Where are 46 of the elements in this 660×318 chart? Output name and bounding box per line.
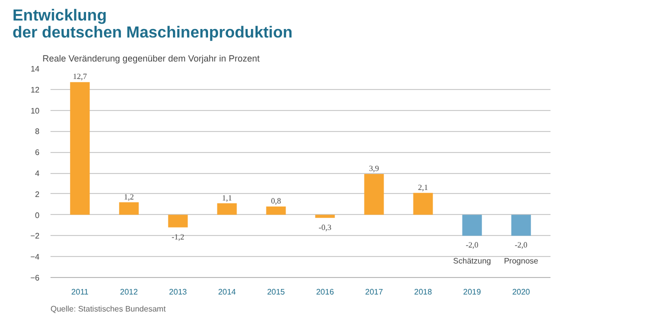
x-tick-label: 2011 [71, 288, 90, 296]
y-tick-label: 0 [35, 210, 40, 220]
data-label: -2,0 [514, 240, 528, 250]
bar [217, 203, 237, 215]
y-tick-label: 8 [35, 127, 40, 136]
x-tick-label: 2018 [414, 288, 432, 296]
chart-title: Entwicklung der deutschen Maschinenproduktion [12, 8, 293, 42]
y-tick-label: −6 [30, 274, 40, 282]
x-tick-label: 2017 [365, 288, 384, 296]
bar [70, 82, 90, 215]
bar [413, 192, 433, 215]
x-tick-label: 2019 [463, 288, 482, 296]
x-tick-label: 2012 [120, 288, 138, 296]
source-note: Quelle: Statistisches Bundesamt [50, 304, 166, 314]
x-tick-label: 2014 [218, 288, 236, 296]
bar [511, 214, 531, 236]
data-label: -2,0 [466, 240, 478, 250]
y-tick-label: 4 [35, 169, 40, 178]
annotation: Prognose [504, 256, 539, 266]
y-tick-label: −2 [30, 232, 40, 241]
bar [266, 206, 286, 215]
annotation: Schätzung [453, 256, 491, 266]
y-axis-title: Reale Veränderung gegenüber dem Vorjahr in Prozent [42, 54, 260, 64]
bar [462, 214, 482, 236]
data-label: 2,1 [418, 182, 428, 192]
y-tick-label: 2 [35, 190, 40, 199]
bar [315, 214, 335, 218]
bar [168, 214, 188, 228]
data-label: -1,2 [172, 232, 184, 242]
data-label: 1,2 [124, 192, 134, 202]
data-label: 3,9 [369, 164, 380, 174]
y-tick-label: −4 [30, 252, 40, 262]
data-label: 12,7 [72, 72, 87, 82]
x-tick-label: 2013 [169, 288, 188, 296]
y-tick-label: 10 [30, 106, 40, 116]
x-tick-label: 2015 [267, 288, 286, 296]
y-tick-label: 6 [35, 148, 40, 158]
x-tick-label: 2016 [316, 288, 334, 296]
bar [364, 174, 384, 215]
x-tick-label: 2020 [512, 288, 531, 296]
y-tick-label: 14 [30, 64, 40, 74]
data-label: 1,1 [222, 193, 232, 202]
data-label: 0,8 [270, 196, 281, 206]
bar [119, 202, 139, 215]
data-label: -0,3 [318, 222, 332, 232]
y-tick-label: 12 [30, 85, 40, 94]
